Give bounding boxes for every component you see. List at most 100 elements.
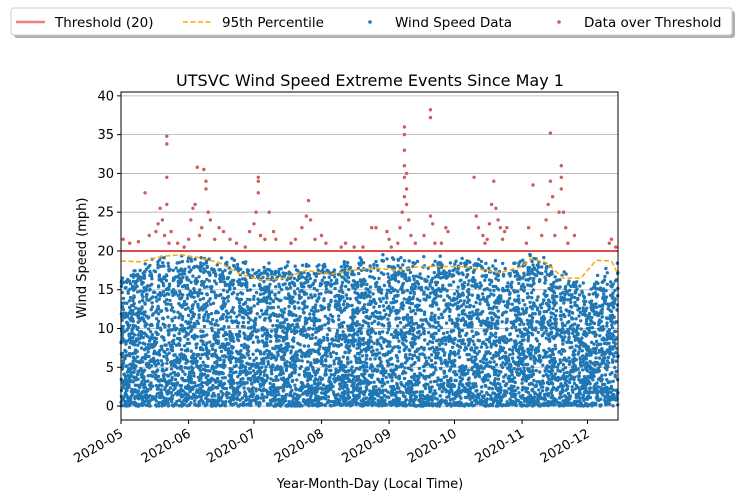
wind-speed-point xyxy=(196,375,201,379)
wind-speed-point xyxy=(533,348,537,352)
wind-speed-point xyxy=(405,313,410,317)
wind-speed-point xyxy=(251,362,255,366)
wind-speed-point xyxy=(423,397,427,401)
wind-speed-point xyxy=(162,264,166,268)
wind-speed-point xyxy=(428,324,432,328)
wind-speed-point xyxy=(323,314,327,318)
wind-speed-point xyxy=(274,388,279,393)
wind-speed-point xyxy=(183,307,188,311)
wind-speed-point xyxy=(540,389,545,393)
wind-speed-point xyxy=(347,402,351,406)
wind-speed-point xyxy=(200,305,204,309)
wind-speed-point xyxy=(457,349,461,353)
wind-speed-point xyxy=(463,312,467,316)
wind-speed-point xyxy=(268,334,272,338)
wind-speed-point xyxy=(313,306,317,310)
wind-speed-point xyxy=(442,375,446,379)
wind-speed-point xyxy=(271,299,276,304)
wind-speed-point xyxy=(495,319,499,323)
wind-speed-point xyxy=(590,376,594,380)
wind-speed-point xyxy=(571,353,575,357)
wind-speed-point xyxy=(511,352,515,356)
wind-speed-point xyxy=(567,340,572,344)
wind-speed-point xyxy=(409,315,414,320)
wind-speed-point xyxy=(321,268,325,272)
wind-speed-point xyxy=(185,296,190,301)
wind-speed-point xyxy=(193,399,197,403)
wind-speed-point xyxy=(541,363,545,367)
wind-speed-point xyxy=(594,351,598,355)
wind-speed-point xyxy=(516,294,521,298)
wind-speed-point xyxy=(124,388,129,393)
wind-speed-point xyxy=(427,347,432,351)
wind-speed-point xyxy=(372,262,376,267)
wind-speed-point xyxy=(567,356,571,360)
wind-speed-point xyxy=(283,282,287,286)
wind-speed-point xyxy=(468,397,472,401)
wind-speed-point xyxy=(299,380,303,385)
wind-speed-point xyxy=(266,273,270,278)
wind-speed-point xyxy=(311,333,315,337)
wind-speed-point xyxy=(335,278,339,282)
wind-speed-point xyxy=(566,282,570,286)
wind-speed-point xyxy=(446,335,451,339)
wind-speed-point xyxy=(138,341,142,345)
wind-speed-point xyxy=(387,321,391,325)
wind-speed-point xyxy=(368,295,372,299)
legend-label: Data over Threshold xyxy=(584,15,721,31)
wind-speed-point xyxy=(494,343,498,348)
wind-speed-point xyxy=(136,369,140,373)
wind-speed-point xyxy=(448,261,453,265)
wind-speed-point xyxy=(552,291,557,295)
wind-speed-point xyxy=(172,323,176,328)
wind-speed-point xyxy=(223,268,227,272)
wind-speed-point xyxy=(221,400,225,404)
wind-speed-point xyxy=(407,348,411,352)
wind-speed-point xyxy=(484,275,488,279)
wind-speed-point xyxy=(445,330,449,335)
wind-speed-point xyxy=(283,395,288,399)
wind-speed-point xyxy=(441,331,446,336)
wind-speed-point xyxy=(342,364,346,368)
wind-speed-point xyxy=(178,303,183,308)
wind-speed-point xyxy=(597,342,601,346)
wind-speed-point xyxy=(197,275,201,279)
wind-speed-point xyxy=(391,385,395,390)
wind-speed-point xyxy=(122,372,127,376)
wind-speed-point xyxy=(521,258,525,262)
wind-speed-point xyxy=(486,350,491,354)
wind-speed-point xyxy=(510,356,515,360)
wind-speed-point xyxy=(401,263,405,267)
wind-speed-point xyxy=(444,321,449,325)
wind-speed-point xyxy=(588,386,592,390)
wind-speed-point xyxy=(456,285,460,289)
wind-speed-point xyxy=(276,305,281,309)
wind-speed-point xyxy=(378,311,382,315)
wind-speed-point xyxy=(366,321,370,326)
wind-speed-point xyxy=(263,368,267,372)
wind-speed-point xyxy=(199,256,203,260)
wind-speed-point xyxy=(157,278,161,282)
wind-speed-point xyxy=(174,266,178,270)
wind-speed-point xyxy=(472,304,476,309)
wind-speed-point xyxy=(159,264,163,269)
wind-speed-point xyxy=(487,340,492,344)
wind-speed-point xyxy=(462,342,467,346)
wind-speed-point xyxy=(143,382,147,387)
wind-speed-point xyxy=(250,330,255,334)
wind-speed-point xyxy=(248,389,252,393)
wind-speed-point xyxy=(474,311,479,315)
wind-speed-point xyxy=(193,384,198,388)
wind-speed-point xyxy=(318,338,322,342)
wind-speed-point xyxy=(147,354,151,359)
wind-speed-point xyxy=(382,324,386,328)
wind-speed-point xyxy=(564,272,568,276)
wind-speed-point xyxy=(575,280,579,284)
wind-speed-point xyxy=(298,343,302,347)
wind-speed-point xyxy=(508,296,512,300)
wind-speed-point xyxy=(517,328,522,332)
wind-speed-point xyxy=(140,380,144,384)
wind-speed-point xyxy=(561,290,565,295)
wind-speed-point xyxy=(538,303,543,307)
wind-speed-point xyxy=(219,256,224,260)
